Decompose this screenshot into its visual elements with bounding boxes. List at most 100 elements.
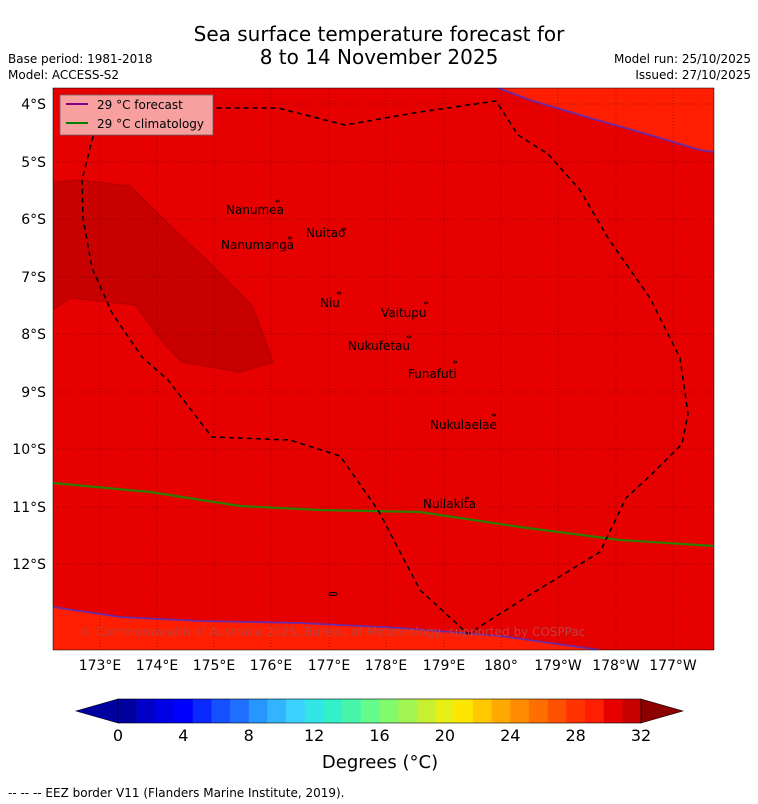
colorbar-segment	[491, 699, 511, 723]
lon-tick-label: 180°	[484, 658, 518, 674]
lon-tick-label: 175°E	[193, 658, 236, 674]
island-marker	[452, 360, 457, 364]
lat-tick-label: 9°S	[21, 385, 46, 401]
issued-label: Issued: 27/10/2025	[635, 68, 751, 82]
longitude-axis: 173°E 174°E 175°E 176°E 177°E 178°E 179°E 180° 1…	[79, 658, 697, 674]
colorbar-tick-label: 12	[303, 726, 325, 745]
colorbar-tick-label: 28	[565, 726, 586, 745]
island-marker	[423, 301, 428, 305]
colorbar-segment	[192, 699, 212, 723]
eez-footnote: -- -- -- EEZ border V11 (Flanders Marine…	[8, 786, 345, 800]
colorbar-segment	[323, 699, 343, 723]
place-label: Nuitao	[306, 226, 345, 240]
lon-tick-label: 178°E	[365, 658, 408, 674]
colorbar-segment	[566, 699, 586, 723]
colorbar-segment	[304, 699, 324, 723]
place-label: Funafuti	[408, 367, 457, 381]
place-label: Nukulaelae	[430, 418, 497, 432]
island-marker	[275, 199, 280, 203]
island-marker	[341, 227, 346, 231]
colorbar-tick-label: 32	[630, 726, 652, 745]
sst-field-main	[53, 88, 714, 650]
colorbar-segment	[230, 699, 250, 723]
island-marker	[491, 413, 496, 417]
lon-tick-label: 177°E	[308, 658, 351, 674]
eez-border	[81, 100, 689, 635]
colorbar-segment	[398, 699, 418, 723]
lon-tick-label: 178°W	[592, 658, 640, 674]
lon-tick-label: 179°E	[423, 658, 466, 674]
colorbar-high-extension	[640, 698, 685, 724]
colorbar-tick-label: 24	[500, 726, 521, 745]
colorbar-segment	[248, 699, 268, 723]
map-legend: 29 °C forecast 29 °C climatology	[59, 94, 214, 136]
legend-forecast-label: 29 °C forecast	[97, 98, 183, 112]
place-label: Nanumanga	[221, 238, 294, 252]
climatology-29c-contour	[53, 481, 714, 548]
gridlines	[53, 88, 714, 650]
sst-field-cool-west	[53, 180, 273, 372]
colorbar	[74, 698, 685, 724]
colorbar-segment	[622, 699, 642, 723]
colorbar-tick-label: 4	[178, 726, 189, 745]
colorbar-segment	[360, 699, 380, 723]
colorbar-segment	[584, 699, 604, 723]
colorbar-segment	[118, 699, 137, 723]
colorbar-segment	[528, 699, 548, 723]
colorbar-segment	[510, 699, 530, 723]
model-label: Model: ACCESS-S2	[8, 68, 120, 82]
colorbar-tick-label: 16	[369, 726, 390, 745]
map-area: © Commonwealth of Australia 2025, Bureau…	[53, 88, 714, 650]
place-labels: Nanumea Nanumanga Nuitao Niu Vaitupu Nukufeta…	[221, 203, 497, 511]
legend-climatology-label: 29 °C climatology	[97, 117, 204, 131]
colorbar-segment	[435, 699, 455, 723]
colorbar-segment	[342, 699, 362, 723]
latitude-axis: 4°S 5°S 6°S 7°S 8°S 9°S 10°S 11°S 12°S	[12, 97, 46, 573]
lon-tick-label: 173°E	[79, 658, 122, 674]
place-label: Vaitupu	[381, 306, 427, 320]
model-run-label: Model run: 25/10/2025	[613, 52, 751, 66]
island-markers	[275, 199, 496, 500]
copyright-notice: © Commonwealth of Australia 2025, Bureau…	[80, 625, 585, 639]
lat-tick-label: 6°S	[21, 212, 46, 228]
lat-tick-label: 11°S	[12, 500, 46, 516]
place-label: Nukufetau	[348, 339, 410, 353]
lon-tick-label: 176°E	[250, 658, 293, 674]
colorbar-segment	[416, 699, 436, 723]
place-label: Nanumea	[226, 203, 284, 217]
lon-tick-label: 177°W	[649, 658, 697, 674]
lat-tick-label: 5°S	[21, 155, 46, 171]
colorbar-tick-label: 20	[434, 726, 456, 745]
colorbar-tick-label: 0	[112, 726, 124, 745]
colorbar-title: Degrees (°C)	[321, 752, 439, 773]
forecast-29c-contour-south	[53, 606, 601, 650]
lat-tick-label: 4°S	[21, 97, 46, 113]
colorbar-segment	[547, 699, 567, 723]
colorbar-segment	[136, 699, 156, 723]
colorbar-tick-label: 8	[243, 726, 254, 745]
colorbar-segment	[155, 699, 175, 723]
lon-tick-label: 174°E	[136, 658, 179, 674]
colorbar-segment	[211, 699, 231, 723]
colorbar-segment	[472, 699, 492, 723]
colorbar-segment	[286, 699, 306, 723]
place-label: Nuilakita	[423, 497, 476, 511]
sst-field-warm-s	[53, 607, 600, 650]
chart-title-line2: 8 to 14 November 2025	[259, 45, 499, 69]
colorbar-segment	[174, 699, 194, 723]
reef-marker	[328, 592, 338, 596]
base-period-label: Base period: 1981-2018	[8, 52, 153, 66]
colorbar-segment	[454, 699, 474, 723]
lat-tick-label: 12°S	[12, 557, 46, 573]
island-marker	[287, 236, 292, 240]
island-marker	[406, 335, 411, 339]
colorbar-segment	[379, 699, 399, 723]
colorbar-segment	[603, 699, 623, 723]
colorbar-low-extension	[74, 698, 119, 724]
forecast-29c-contour-west	[53, 179, 274, 373]
chart-title-line1: Sea surface temperature forecast for	[193, 22, 565, 46]
map-frame	[52, 87, 715, 651]
island-marker	[464, 496, 469, 500]
lat-tick-label: 7°S	[21, 270, 46, 286]
